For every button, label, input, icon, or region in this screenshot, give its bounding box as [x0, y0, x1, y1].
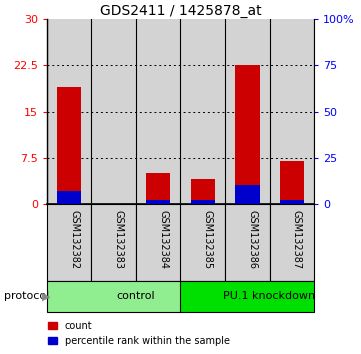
Bar — [191, 179, 215, 204]
Bar — [146, 173, 170, 204]
Text: GSM132386: GSM132386 — [247, 210, 257, 269]
Bar — [225, 19, 270, 204]
Text: PU.1 knockdown: PU.1 knockdown — [223, 291, 316, 302]
Bar — [91, 19, 136, 204]
Bar — [146, 200, 170, 204]
Text: control: control — [117, 291, 155, 302]
Title: GDS2411 / 1425878_at: GDS2411 / 1425878_at — [100, 5, 261, 18]
Bar — [270, 19, 314, 204]
Bar — [225, 204, 270, 281]
Bar — [235, 185, 260, 204]
Bar — [91, 204, 136, 281]
Bar — [180, 204, 225, 281]
Bar — [136, 19, 180, 204]
Text: GSM132384: GSM132384 — [158, 210, 168, 269]
Bar — [279, 161, 304, 204]
Bar — [270, 204, 314, 281]
Text: GSM132387: GSM132387 — [292, 210, 302, 269]
Bar — [235, 65, 260, 204]
Legend: count, percentile rank within the sample: count, percentile rank within the sample — [48, 321, 230, 346]
Bar — [279, 200, 304, 204]
Bar — [57, 191, 82, 204]
Bar — [47, 19, 91, 204]
Text: GSM132383: GSM132383 — [114, 210, 124, 269]
Bar — [47, 281, 180, 312]
Bar — [47, 204, 91, 281]
Bar — [180, 281, 314, 312]
Text: GSM132385: GSM132385 — [203, 210, 213, 269]
Bar — [136, 204, 180, 281]
Bar — [180, 19, 225, 204]
Text: ▶: ▶ — [42, 291, 50, 302]
Bar — [191, 200, 215, 204]
Bar — [57, 87, 82, 204]
Text: GSM132382: GSM132382 — [69, 210, 79, 269]
Text: protocol: protocol — [4, 291, 49, 302]
